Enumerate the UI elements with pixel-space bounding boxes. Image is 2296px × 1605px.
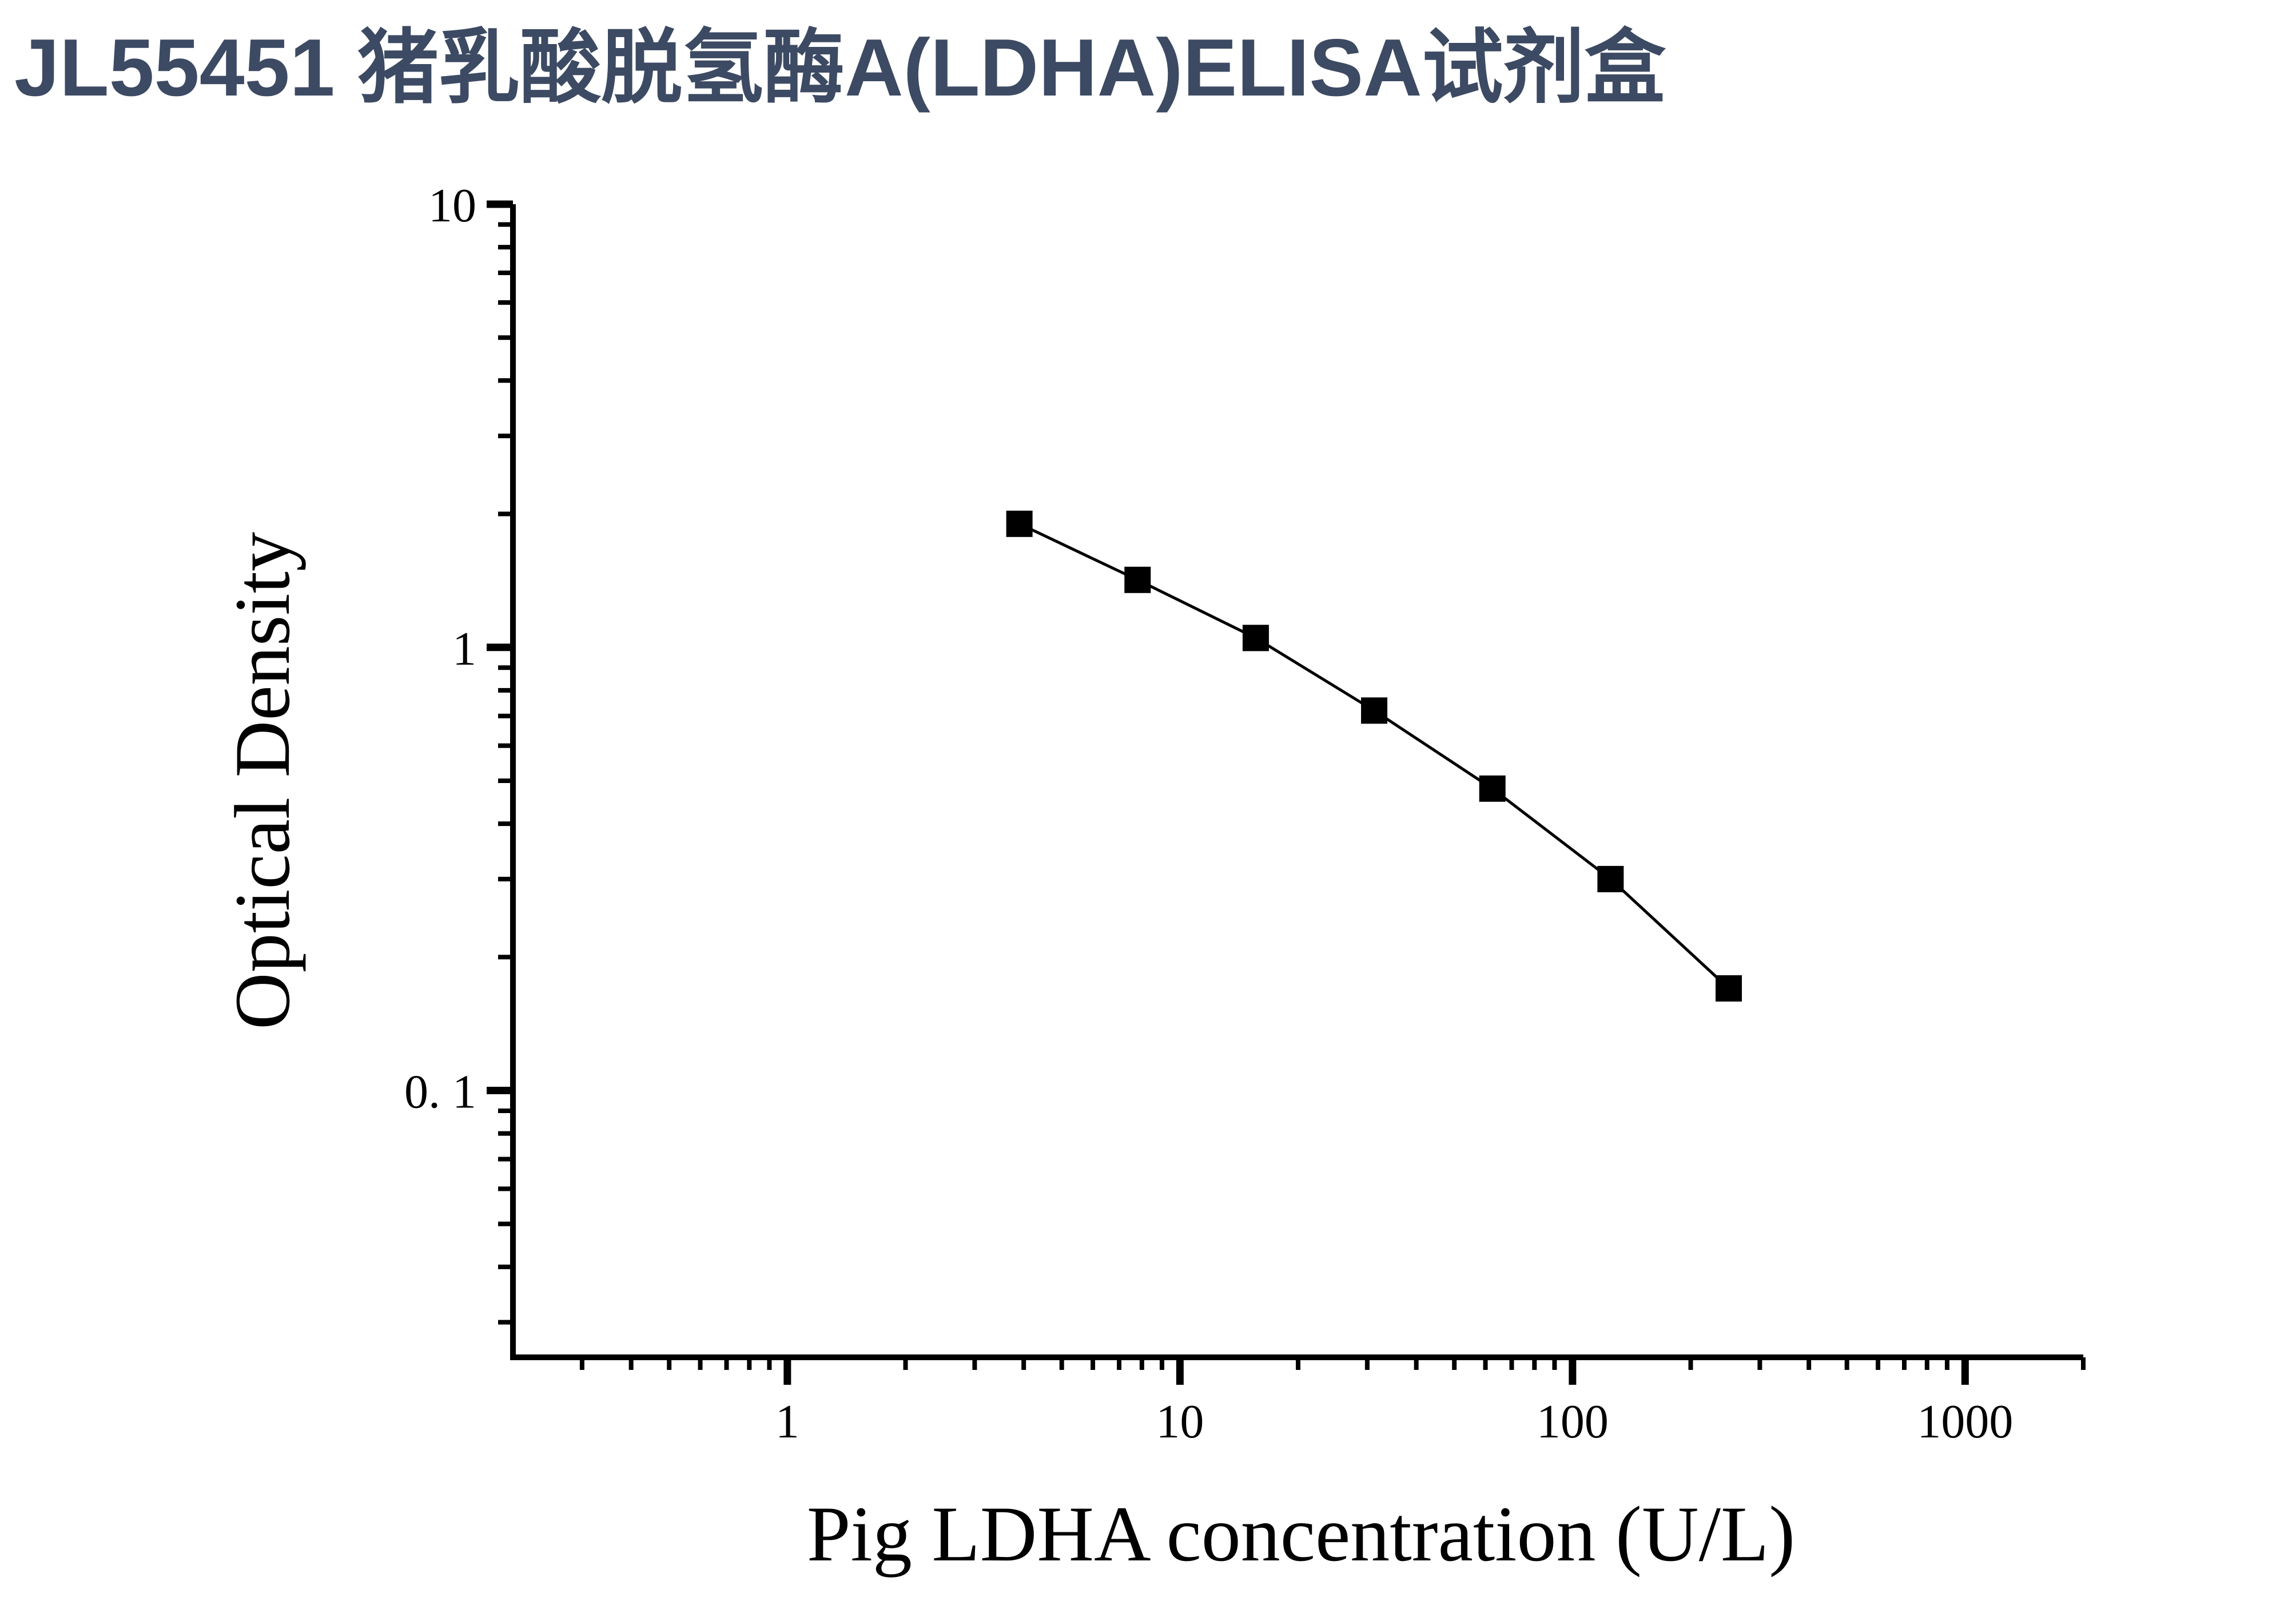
y-tick-label: 0. 1	[404, 1066, 476, 1119]
x-tick-label: 1	[775, 1395, 799, 1448]
x-tick-label: 1000	[1917, 1395, 2013, 1448]
x-tick-label: 10	[1156, 1395, 1204, 1448]
page-title: JL55451 猪乳酸脱氢酶A(LDHA)ELISA试剂盒	[14, 22, 1666, 113]
x-axis-label: Pig LDHA concentration (U/L)	[807, 1490, 1795, 1578]
tick-labels-group: 1 10 100 1000 10 1 0. 1	[404, 179, 2013, 1448]
data-point-marker	[1479, 775, 1506, 802]
data-point-marker	[1124, 566, 1151, 593]
x-tick-label: 100	[1537, 1395, 1609, 1448]
data-point-marker	[1716, 975, 1742, 1002]
y-axis-label: Optical Density	[218, 532, 306, 1030]
y-tick-label: 1	[452, 622, 476, 676]
standard-curve-line	[1018, 522, 1730, 990]
data-point-marker	[1361, 697, 1388, 724]
series-group	[1006, 510, 1742, 1002]
axes-group	[510, 204, 2083, 1360]
ticks-group	[487, 200, 2086, 1385]
data-point-marker	[1006, 510, 1033, 537]
data-point-marker	[1597, 865, 1624, 892]
data-point-marker	[1242, 625, 1269, 651]
y-tick-label: 10	[428, 179, 476, 232]
